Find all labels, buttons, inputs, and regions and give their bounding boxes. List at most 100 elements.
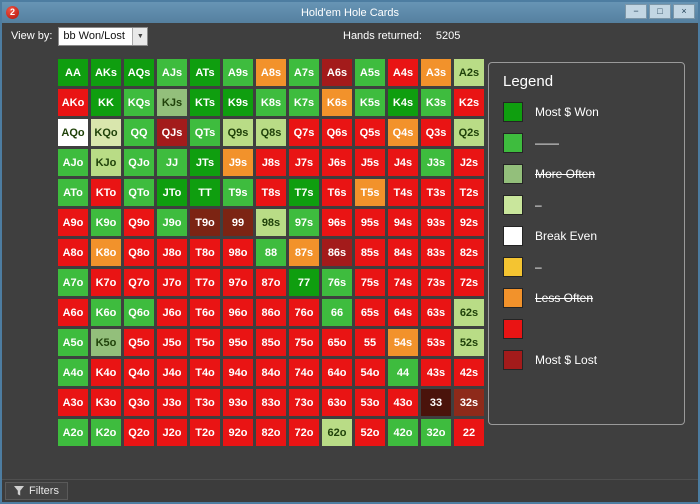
hand-cell-A6s[interactable]: A6s — [322, 59, 352, 86]
hand-cell-T5s[interactable]: T5s — [355, 179, 385, 206]
hand-cell-Q6s[interactable]: Q6s — [322, 119, 352, 146]
hand-cell-T4s[interactable]: T4s — [388, 179, 418, 206]
hand-cell-93s[interactable]: 93s — [421, 209, 451, 236]
hand-cell-JJ[interactable]: JJ — [157, 149, 187, 176]
hand-cell-77[interactable]: 77 — [289, 269, 319, 296]
hand-cell-Q3s[interactable]: Q3s — [421, 119, 451, 146]
hand-cell-82o[interactable]: 82o — [256, 419, 286, 446]
hand-cell-A8o[interactable]: A8o — [58, 239, 88, 266]
hand-cell-Q3o[interactable]: Q3o — [124, 389, 154, 416]
hand-cell-T3o[interactable]: T3o — [190, 389, 220, 416]
hand-cell-53s[interactable]: 53s — [421, 329, 451, 356]
hand-cell-T8s[interactable]: T8s — [256, 179, 286, 206]
hand-cell-AKo[interactable]: AKo — [58, 89, 88, 116]
hand-cell-63o[interactable]: 63o — [322, 389, 352, 416]
hand-cell-AQs[interactable]: AQs — [124, 59, 154, 86]
hand-cell-K5o[interactable]: K5o — [91, 329, 121, 356]
hand-cell-95o[interactable]: 95o — [223, 329, 253, 356]
hand-cell-J6s[interactable]: J6s — [322, 149, 352, 176]
hand-cell-97s[interactable]: 97s — [289, 209, 319, 236]
hand-cell-T9s[interactable]: T9s — [223, 179, 253, 206]
hand-cell-86o[interactable]: 86o — [256, 299, 286, 326]
hand-cell-Q2o[interactable]: Q2o — [124, 419, 154, 446]
hand-cell-AJs[interactable]: AJs — [157, 59, 187, 86]
hand-cell-QTo[interactable]: QTo — [124, 179, 154, 206]
hand-cell-J5o[interactable]: J5o — [157, 329, 187, 356]
hand-cell-K9o[interactable]: K9o — [91, 209, 121, 236]
hand-cell-99[interactable]: 99 — [223, 209, 253, 236]
hand-cell-55[interactable]: 55 — [355, 329, 385, 356]
hand-cell-Q2s[interactable]: Q2s — [454, 119, 484, 146]
hand-cell-A9s[interactable]: A9s — [223, 59, 253, 86]
hand-cell-22[interactable]: 22 — [454, 419, 484, 446]
hand-cell-64o[interactable]: 64o — [322, 359, 352, 386]
hand-cell-76s[interactable]: 76s — [322, 269, 352, 296]
hand-cell-85s[interactable]: 85s — [355, 239, 385, 266]
hand-cell-KK[interactable]: KK — [91, 89, 121, 116]
hand-cell-T3s[interactable]: T3s — [421, 179, 451, 206]
hand-cell-76o[interactable]: 76o — [289, 299, 319, 326]
hand-cell-K8s[interactable]: K8s — [256, 89, 286, 116]
hand-cell-52o[interactable]: 52o — [355, 419, 385, 446]
hand-cell-83o[interactable]: 83o — [256, 389, 286, 416]
hand-cell-95s[interactable]: 95s — [355, 209, 385, 236]
hand-cell-A4s[interactable]: A4s — [388, 59, 418, 86]
hand-cell-J2s[interactable]: J2s — [454, 149, 484, 176]
hand-cell-A5o[interactable]: A5o — [58, 329, 88, 356]
hand-cell-T7o[interactable]: T7o — [190, 269, 220, 296]
hand-cell-J5s[interactable]: J5s — [355, 149, 385, 176]
close-button[interactable]: × — [673, 4, 695, 19]
hand-cell-KQo[interactable]: KQo — [91, 119, 121, 146]
hand-cell-T4o[interactable]: T4o — [190, 359, 220, 386]
hand-cell-AA[interactable]: AA — [58, 59, 88, 86]
hand-cell-K9s[interactable]: K9s — [223, 89, 253, 116]
hand-cell-QQ[interactable]: QQ — [124, 119, 154, 146]
hand-cell-96o[interactable]: 96o — [223, 299, 253, 326]
maximize-button[interactable]: □ — [649, 4, 671, 19]
hand-cell-AKs[interactable]: AKs — [91, 59, 121, 86]
hand-cell-K5s[interactable]: K5s — [355, 89, 385, 116]
hand-cell-A8s[interactable]: A8s — [256, 59, 286, 86]
hand-cell-82s[interactable]: 82s — [454, 239, 484, 266]
hand-cell-J4o[interactable]: J4o — [157, 359, 187, 386]
hand-cell-42s[interactable]: 42s — [454, 359, 484, 386]
hand-cell-62s[interactable]: 62s — [454, 299, 484, 326]
hand-cell-66[interactable]: 66 — [322, 299, 352, 326]
hand-cell-84s[interactable]: 84s — [388, 239, 418, 266]
hand-cell-J8s[interactable]: J8s — [256, 149, 286, 176]
hand-cell-K6o[interactable]: K6o — [91, 299, 121, 326]
hand-cell-54s[interactable]: 54s — [388, 329, 418, 356]
hand-cell-T2s[interactable]: T2s — [454, 179, 484, 206]
hand-cell-K7s[interactable]: K7s — [289, 89, 319, 116]
hand-cell-73s[interactable]: 73s — [421, 269, 451, 296]
hand-cell-53o[interactable]: 53o — [355, 389, 385, 416]
hand-cell-Q6o[interactable]: Q6o — [124, 299, 154, 326]
hand-cell-63s[interactable]: 63s — [421, 299, 451, 326]
hand-cell-A2o[interactable]: A2o — [58, 419, 88, 446]
hand-cell-72s[interactable]: 72s — [454, 269, 484, 296]
hand-cell-93o[interactable]: 93o — [223, 389, 253, 416]
hand-cell-33[interactable]: 33 — [421, 389, 451, 416]
hand-cell-32s[interactable]: 32s — [454, 389, 484, 416]
hand-cell-K3s[interactable]: K3s — [421, 89, 451, 116]
hand-cell-J9s[interactable]: J9s — [223, 149, 253, 176]
hand-cell-AJo[interactable]: AJo — [58, 149, 88, 176]
hand-cell-98o[interactable]: 98o — [223, 239, 253, 266]
hand-cell-K3o[interactable]: K3o — [91, 389, 121, 416]
hand-cell-73o[interactable]: 73o — [289, 389, 319, 416]
hand-cell-J9o[interactable]: J9o — [157, 209, 187, 236]
hand-cell-KJo[interactable]: KJo — [91, 149, 121, 176]
hand-cell-QTs[interactable]: QTs — [190, 119, 220, 146]
hand-cell-T7s[interactable]: T7s — [289, 179, 319, 206]
hand-cell-Q7s[interactable]: Q7s — [289, 119, 319, 146]
hand-cell-94o[interactable]: 94o — [223, 359, 253, 386]
hand-cell-K2s[interactable]: K2s — [454, 89, 484, 116]
hand-cell-Q7o[interactable]: Q7o — [124, 269, 154, 296]
hand-cell-64s[interactable]: 64s — [388, 299, 418, 326]
hand-cell-A9o[interactable]: A9o — [58, 209, 88, 236]
hand-cell-87s[interactable]: 87s — [289, 239, 319, 266]
hand-cell-K7o[interactable]: K7o — [91, 269, 121, 296]
hand-cell-Q8o[interactable]: Q8o — [124, 239, 154, 266]
hand-cell-96s[interactable]: 96s — [322, 209, 352, 236]
hand-cell-Q5o[interactable]: Q5o — [124, 329, 154, 356]
